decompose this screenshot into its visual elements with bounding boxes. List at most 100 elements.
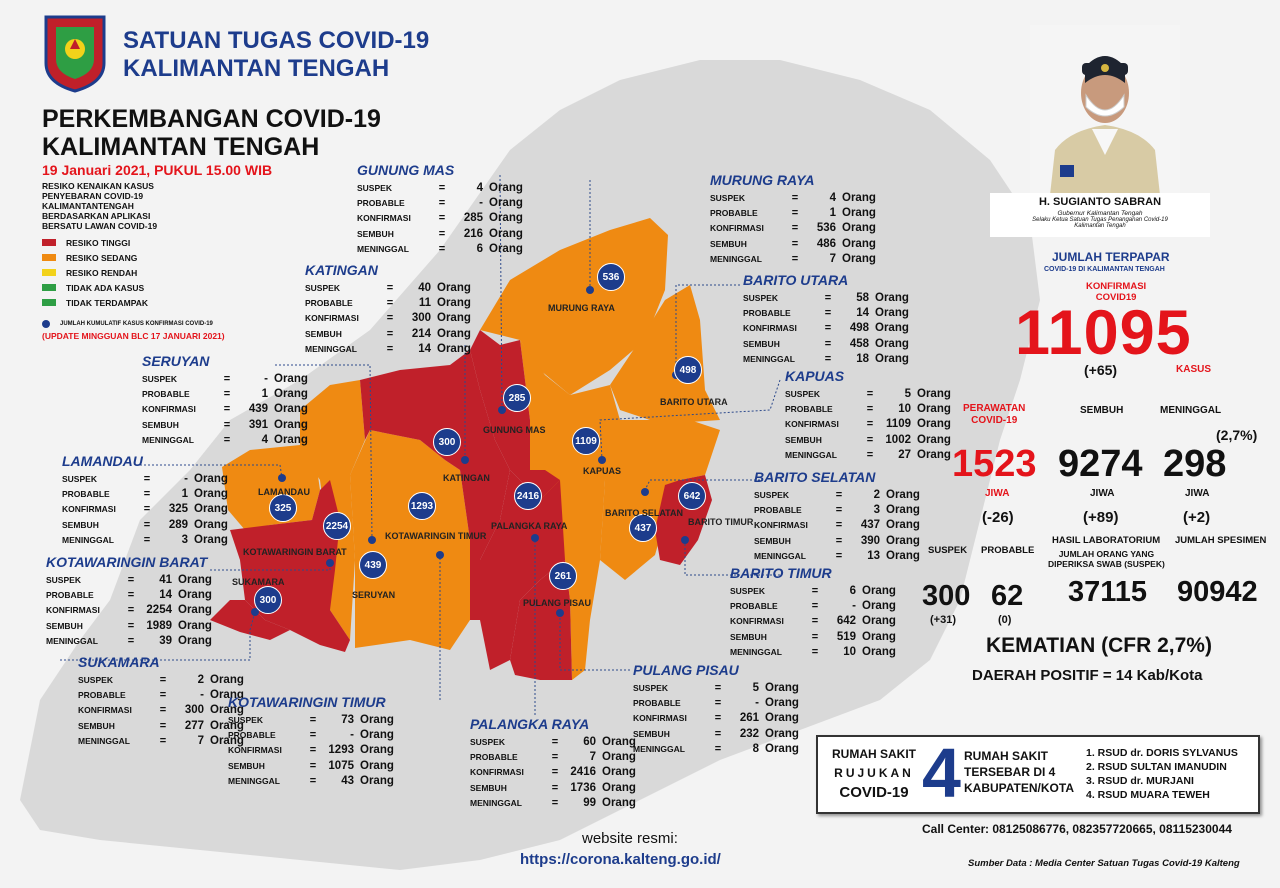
stat-equals: =: [223, 418, 231, 431]
case-bubble: 300: [254, 586, 282, 614]
stat-unit: Orang: [602, 735, 636, 748]
perawatan-value: 1523: [952, 443, 1037, 485]
stat-row-sembuh: SEMBUH = 232 Orang: [633, 726, 799, 741]
stat-label: SUSPEK: [142, 373, 177, 384]
stat-value: 289: [168, 518, 188, 531]
stat-unit: Orang: [194, 534, 228, 547]
district-stats: SUKAMARA SUSPEK = 2 Orang PROBABLE = - Orang KONF…: [78, 654, 244, 749]
district-stats: KATINGAN SUSPEK = 40 Orang PROBABLE = 11 Orang KO…: [305, 262, 471, 357]
update-note: (UPDATE MINGGUAN BLC 17 JANUARI 2021): [42, 331, 225, 341]
stat-row-konfirmasi: KONFIRMASI = 536 Orang: [710, 221, 876, 236]
stat-equals: =: [824, 291, 832, 304]
stat-unit: Orang: [886, 504, 920, 517]
sembuh-unit: JIWA: [1090, 488, 1115, 499]
stat-label: PROBABLE: [633, 698, 681, 709]
region-pulang-pisau: [510, 560, 572, 680]
stat-row-konfirmasi: KONFIRMASI = 439 Orang: [142, 402, 308, 417]
stat-unit: Orang: [437, 343, 471, 356]
district-name: KOTAWARINGIN TIMUR: [228, 694, 386, 710]
stat-unit: Orang: [917, 433, 951, 446]
hospital-left: RUMAH SAKIT RUJUKAN COVID-19: [832, 747, 916, 801]
governor-title3: Kalimantan Tengah: [1074, 223, 1126, 229]
stat-equals: =: [824, 353, 832, 366]
stat-unit: Orang: [360, 729, 394, 742]
stat-row-probable: PROBABLE = 14 Orang: [46, 587, 212, 602]
stat-unit: Orang: [917, 449, 951, 462]
legend-label: TIDAK ADA KASUS: [66, 282, 145, 293]
map-region-label: LAMANDAU: [258, 487, 310, 497]
stat-label: PROBABLE: [754, 505, 802, 516]
stat-unit: Orang: [178, 635, 212, 648]
stat-value: 60: [583, 735, 596, 748]
stat-row-suspek: SUSPEK = - Orang: [142, 371, 308, 386]
stat-row-meninggal: MENINGGAL = 6 Orang: [357, 242, 523, 257]
stat-value: 4: [476, 181, 483, 194]
stat-equals: =: [438, 243, 446, 256]
stat-value: 14: [418, 343, 431, 356]
stat-row-probable: PROBABLE = - Orang: [730, 598, 896, 613]
region-murung-raya: [480, 218, 668, 395]
map-region-label: BARITO UTARA: [660, 397, 728, 407]
website-url[interactable]: https://corona.kalteng.go.id/: [520, 851, 721, 868]
stat-unit: Orang: [917, 403, 951, 416]
stat-label: MENINGGAL: [710, 254, 762, 265]
province-logo: [42, 13, 108, 93]
case-bubble: 536: [597, 263, 625, 291]
stat-label: SEMBUH: [142, 419, 179, 430]
stat-value: 458: [849, 337, 869, 350]
stat-unit: Orang: [917, 418, 951, 431]
stat-equals: =: [824, 337, 832, 350]
stat-unit: Orang: [210, 689, 244, 702]
stat-value: 6: [476, 243, 483, 256]
stat-label: SUSPEK: [228, 714, 263, 725]
stat-value: 4: [261, 434, 268, 447]
stat-label: MENINGGAL: [785, 450, 837, 461]
stat-unit: Orang: [765, 681, 799, 694]
website-label: website resmi:: [582, 830, 678, 847]
bubble-legend-icon: [42, 320, 50, 328]
stat-row-sembuh: SEMBUH = 1736 Orang: [470, 780, 636, 795]
stat-row-suspek: SUSPEK = 5 Orang: [785, 386, 951, 401]
stat-unit: Orang: [917, 387, 951, 400]
case-bubble: 1109: [572, 427, 600, 455]
district-stats: KOTAWARINGIN TIMUR SUSPEK = 73 Orang PROBABLE…: [228, 694, 394, 789]
call-center-numbers: : 08125086776, 082357720665, 08115230044: [985, 822, 1232, 836]
stat-unit: Orang: [194, 503, 228, 516]
stat-value: 10: [843, 646, 856, 659]
stat-value: 498: [849, 322, 869, 335]
stat-label: MENINGGAL: [62, 535, 114, 546]
map-region-label: BARITO SELATAN: [605, 508, 683, 518]
stat-label: KONFIRMASI: [62, 504, 116, 515]
stat-equals: =: [551, 766, 559, 779]
district-stats: PULANG PISAU SUSPEK = 5 Orang PROBABLE = - Orang…: [633, 662, 799, 757]
stat-label: PROBABLE: [785, 404, 833, 415]
district-name: BARITO UTARA: [743, 272, 849, 288]
region-sukamara: [210, 600, 290, 640]
stat-label: SEMBUH: [228, 760, 265, 771]
map-region-label: BARITO TIMUR: [688, 517, 754, 527]
stat-value: 3: [181, 534, 188, 547]
stat-row-probable: PROBABLE = - Orang: [633, 695, 799, 710]
stat-label: KONFIRMASI: [710, 223, 764, 234]
probable-value: 62: [991, 580, 1024, 612]
stat-unit: Orang: [875, 337, 909, 350]
stat-unit: Orang: [437, 327, 471, 340]
map-region-label: KAPUAS: [583, 466, 622, 476]
stat-label: SUSPEK: [754, 489, 789, 500]
district-stats: KOTAWARINGIN BARAT SUSPEK = 41 Orang PROBABLE…: [46, 554, 212, 649]
stat-equals: =: [791, 253, 799, 266]
stat-unit: Orang: [765, 743, 799, 756]
stat-equals: =: [824, 307, 832, 320]
stat-equals: =: [791, 237, 799, 250]
stat-unit: Orang: [886, 519, 920, 532]
stat-equals: =: [866, 449, 874, 462]
stat-row-meninggal: MENINGGAL = 8 Orang: [633, 742, 799, 757]
map-region-label: GUNUNG MAS: [483, 425, 546, 435]
stat-value: 536: [816, 222, 836, 235]
stat-value: 325: [168, 503, 188, 516]
legend: RESIKO KENAIKAN KASUS PENYEBARAN COVID-1…: [42, 181, 225, 341]
stat-row-sembuh: SEMBUH = 1002 Orang: [785, 432, 951, 447]
stat-unit: Orang: [210, 704, 244, 717]
stat-row-probable: PROBABLE = 1 Orang: [142, 386, 308, 401]
stat-row-meninggal: MENINGGAL = 7 Orang: [78, 734, 244, 749]
